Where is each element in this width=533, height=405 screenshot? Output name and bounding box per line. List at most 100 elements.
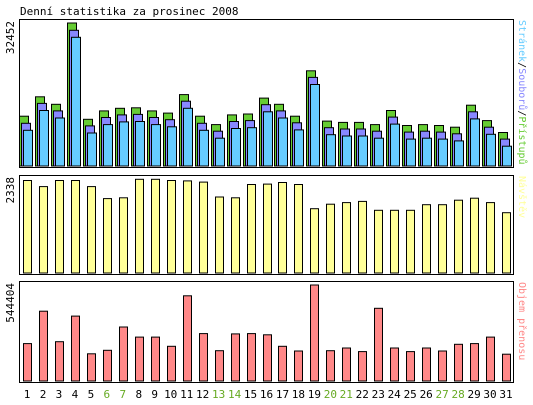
bar-visits-n-v-t-v-4 (71, 180, 80, 274)
bar-visits-n-v-t-v-9 (151, 178, 160, 274)
bar-visits-n-v-t-v-21 (342, 202, 351, 274)
x-tick-label-29: 29 (467, 388, 480, 401)
panel-visits: 2338 Návštěv (4, 175, 528, 275)
bar-hits-str-nek-11 (183, 107, 193, 167)
bar-visits-n-v-t-v-15 (247, 184, 256, 274)
chart-title: Denní statistika za prosinec 2008 (20, 5, 239, 18)
bar-hits-str-nek-10 (167, 126, 177, 167)
bar-volume-objem-p-enosu-23 (374, 307, 383, 382)
bar-hits-str-nek-19 (310, 84, 320, 167)
bar-volume-objem-p-enosu-18 (294, 350, 303, 382)
x-tick-label-1: 1 (24, 388, 31, 401)
x-tick-label-14: 14 (228, 388, 242, 401)
bar-hits-str-nek-4 (71, 36, 81, 167)
bar-hits-str-nek-13 (215, 137, 225, 167)
bar-visits-n-v-t-v-26 (422, 204, 431, 274)
bar-hits-str-nek-22 (358, 135, 368, 167)
bar-hits-str-nek-31 (502, 145, 512, 167)
chart-panels: 32452 Stránek/Souborů/Přístupů 2338 Návštěv… (4, 19, 528, 383)
bar-volume-objem-p-enosu-8 (135, 336, 144, 382)
bar-volume-objem-p-enosu-16 (263, 334, 272, 382)
x-tick-label-15: 15 (244, 388, 257, 401)
bar-visits-n-v-t-v-19 (310, 208, 319, 274)
x-tick-label-11: 11 (180, 388, 193, 401)
bar-volume-objem-p-enosu-12 (199, 333, 208, 382)
x-tick-label-8: 8 (135, 388, 142, 401)
bar-volume-objem-p-enosu-31 (502, 353, 511, 382)
x-tick-label-20: 20 (324, 388, 337, 401)
bar-volume-objem-p-enosu-30 (486, 336, 495, 382)
legend-entry-n-v-t-v: Návštěv (516, 176, 528, 218)
x-tick-label-4: 4 (72, 388, 79, 401)
bar-visits-n-v-t-v-24 (390, 209, 399, 274)
bar-hits-str-nek-14 (231, 128, 241, 167)
legend-volume: Objem přenosu (516, 282, 528, 360)
legend-entry-str-nek: Stránek (516, 20, 528, 62)
bar-volume-objem-p-enosu-25 (406, 351, 415, 382)
bar-volume-objem-p-enosu-17 (278, 345, 287, 382)
legend-separator: / (516, 110, 527, 116)
bar-volume-objem-p-enosu-21 (342, 347, 351, 382)
bar-visits-n-v-t-v-6 (103, 198, 112, 274)
bar-volume-objem-p-enosu-6 (103, 349, 112, 382)
bar-volume-objem-p-enosu-3 (55, 341, 64, 382)
y-max-label-visits: 2338 (4, 177, 17, 204)
bar-visits-n-v-t-v-31 (502, 212, 511, 274)
bar-volume-objem-p-enosu-1 (23, 343, 32, 382)
bar-volume-objem-p-enosu-4 (71, 315, 80, 382)
bar-hits-str-nek-1 (23, 129, 33, 167)
bar-visits-n-v-t-v-29 (470, 197, 479, 274)
bar-visits-n-v-t-v-18 (294, 184, 303, 274)
x-tick-label-24: 24 (388, 388, 402, 401)
bar-hits-str-nek-25 (406, 138, 416, 167)
bar-hits-str-nek-30 (486, 133, 496, 167)
bar-visits-n-v-t-v-22 (358, 200, 367, 274)
y-max-label-volume: 544404 (4, 283, 17, 323)
legend-separator: / (516, 62, 527, 68)
x-tick-label-5: 5 (88, 388, 95, 401)
bar-volume-objem-p-enosu-24 (390, 347, 399, 382)
bar-visits-n-v-t-v-3 (55, 180, 64, 274)
bar-visits-n-v-t-v-28 (454, 199, 463, 274)
bar-volume-objem-p-enosu-15 (247, 333, 256, 382)
panel-hits: 32452 Stránek/Souborů/Přístupů (4, 19, 528, 168)
x-tick-label-31: 31 (499, 388, 512, 401)
bar-visits-n-v-t-v-5 (87, 186, 96, 274)
x-tick-label-26: 26 (420, 388, 433, 401)
bar-visits-n-v-t-v-30 (486, 202, 495, 274)
bar-volume-objem-p-enosu-7 (119, 326, 128, 382)
x-tick-label-25: 25 (404, 388, 417, 401)
bar-volume-objem-p-enosu-11 (183, 295, 192, 382)
x-tick-label-7: 7 (119, 388, 126, 401)
x-tick-label-10: 10 (164, 388, 177, 401)
bar-hits-str-nek-21 (342, 135, 352, 167)
bar-hits-str-nek-9 (151, 124, 161, 167)
legend-entry-p-stup-: Přístupů (516, 116, 528, 164)
bar-visits-n-v-t-v-8 (135, 178, 144, 274)
bar-visits-n-v-t-v-17 (278, 182, 287, 274)
bar-volume-objem-p-enosu-9 (151, 336, 160, 382)
bar-volume-objem-p-enosu-2 (39, 310, 48, 382)
bar-hits-str-nek-5 (87, 132, 97, 167)
bar-visits-n-v-t-v-11 (183, 180, 192, 274)
bar-hits-str-nek-18 (294, 129, 304, 167)
bar-hits-str-nek-26 (422, 137, 432, 167)
bar-volume-objem-p-enosu-14 (231, 333, 240, 382)
legend-entry-soubor-: Souborů (516, 68, 528, 110)
bar-volume-objem-p-enosu-29 (470, 343, 479, 382)
bar-hits-str-nek-12 (199, 129, 209, 167)
bar-hits-str-nek-23 (374, 137, 384, 167)
bar-hits-str-nek-7 (119, 121, 129, 167)
bar-visits-n-v-t-v-27 (438, 204, 447, 274)
bar-hits-str-nek-17 (278, 117, 288, 167)
bar-visits-n-v-t-v-23 (374, 209, 383, 274)
bar-visits-n-v-t-v-10 (167, 180, 176, 274)
bar-volume-objem-p-enosu-13 (215, 350, 224, 382)
x-tick-label-18: 18 (292, 388, 305, 401)
bar-hits-str-nek-16 (263, 111, 273, 167)
x-axis-day-labels: 1 2 3 4 5 6 7 8 9 10 11 12 13 14 15 16 17 18 19 20 21 22 23 24 2… (24, 388, 513, 401)
bar-visits-n-v-t-v-25 (406, 209, 415, 274)
x-tick-label-30: 30 (483, 388, 496, 401)
x-tick-label-19: 19 (308, 388, 321, 401)
